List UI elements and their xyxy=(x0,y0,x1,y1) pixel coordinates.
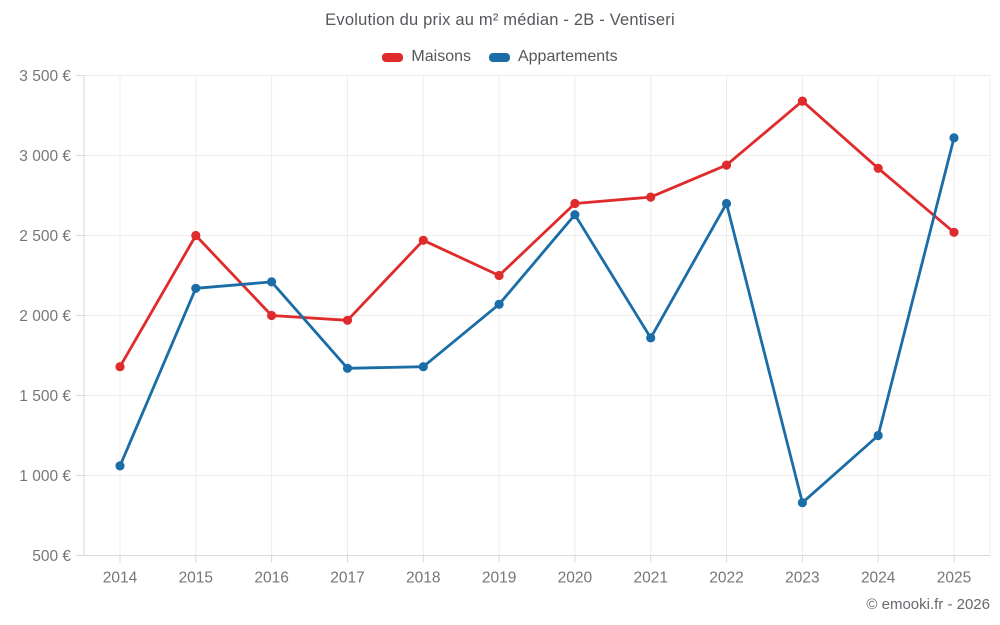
series-line-appartements xyxy=(118,136,956,505)
series-line-maisons xyxy=(118,99,956,369)
gridlines xyxy=(84,75,991,556)
y-tick-label: 2 000 € xyxy=(19,308,71,325)
series-appartements xyxy=(115,133,959,508)
y-tick-label: 1 500 € xyxy=(19,388,71,405)
data-point-appartements-2023[interactable] xyxy=(797,498,808,508)
data-point-appartements-2015[interactable] xyxy=(191,283,201,293)
x-tick-label: 2014 xyxy=(103,570,138,587)
x-tick-label: 2017 xyxy=(330,570,364,587)
data-point-appartements-2018[interactable] xyxy=(418,362,428,372)
chart-title: Evolution du prix au m² médian - 2B - Ve… xyxy=(325,11,675,29)
x-tick-label: 2021 xyxy=(633,570,667,587)
data-point-maisons-2018[interactable] xyxy=(418,235,428,245)
data-point-appartements-2022[interactable] xyxy=(721,198,732,209)
y-tick-label: 3 500 € xyxy=(19,68,71,85)
x-tick-label: 2022 xyxy=(709,570,743,587)
y-axis-labels: 500 € 1 000 € 1 500 € 2 000 € 2 500 € 3 000 €… xyxy=(19,68,71,565)
data-point-maisons-2022[interactable] xyxy=(721,160,732,170)
data-point-appartements-2016[interactable] xyxy=(267,277,277,287)
copyright-watermark: © emooki.fr - 2026 xyxy=(866,596,990,613)
data-point-maisons-2021[interactable] xyxy=(646,192,656,202)
data-point-maisons-2025[interactable] xyxy=(949,227,959,237)
data-point-maisons-2015[interactable] xyxy=(191,230,201,241)
data-point-appartements-2020[interactable] xyxy=(570,210,580,220)
data-point-maisons-2014[interactable] xyxy=(115,362,125,372)
data-point-maisons-2019[interactable] xyxy=(494,270,504,281)
legend-label-maisons: Maisons xyxy=(411,48,471,65)
legend-label-appartements: Appartements xyxy=(517,48,618,65)
series-maisons xyxy=(115,96,959,372)
x-tick-label: 2020 xyxy=(558,570,593,587)
legend-item-appartements[interactable]: Appartements xyxy=(488,48,618,66)
data-point-appartements-2024[interactable] xyxy=(873,430,883,441)
x-tick-label: 2019 xyxy=(482,570,516,587)
x-axis-labels: 2014 2015 2016 2017 2018 2019 2020 2021 2022 2023… xyxy=(103,570,971,587)
y-tick-label: 2 500 € xyxy=(19,228,71,245)
maisons-series-swatch-icon xyxy=(382,52,404,62)
x-tick-label: 2018 xyxy=(406,570,440,587)
appartements-series-swatch-icon xyxy=(488,52,510,62)
x-tick-label: 2025 xyxy=(937,570,971,587)
plot-area[interactable] xyxy=(84,76,990,556)
data-point-maisons-2016[interactable] xyxy=(267,310,277,321)
data-point-appartements-2017[interactable] xyxy=(342,363,353,373)
x-tick-label: 2023 xyxy=(785,570,819,587)
data-point-appartements-2014[interactable] xyxy=(115,461,125,471)
y-tick-label: 3 000 € xyxy=(19,148,71,165)
data-point-appartements-2021[interactable] xyxy=(646,333,656,343)
data-point-maisons-2017[interactable] xyxy=(342,315,353,325)
data-point-maisons-2020[interactable] xyxy=(570,198,580,209)
axes xyxy=(76,75,990,563)
data-point-maisons-2024[interactable] xyxy=(873,163,883,173)
data-point-appartements-2019[interactable] xyxy=(494,299,504,309)
x-tick-label: 2024 xyxy=(861,570,896,587)
legend-item-maisons[interactable]: Maisons xyxy=(382,48,471,66)
chart-legend: Maisons Appartements xyxy=(0,46,1000,68)
y-tick-label: 1 000 € xyxy=(19,468,71,485)
x-tick-label: 2015 xyxy=(179,570,213,587)
data-point-appartements-2025[interactable] xyxy=(949,133,959,143)
y-tick-label: 500 € xyxy=(32,548,71,565)
x-tick-label: 2016 xyxy=(254,570,288,587)
data-point-maisons-2023[interactable] xyxy=(797,96,808,106)
